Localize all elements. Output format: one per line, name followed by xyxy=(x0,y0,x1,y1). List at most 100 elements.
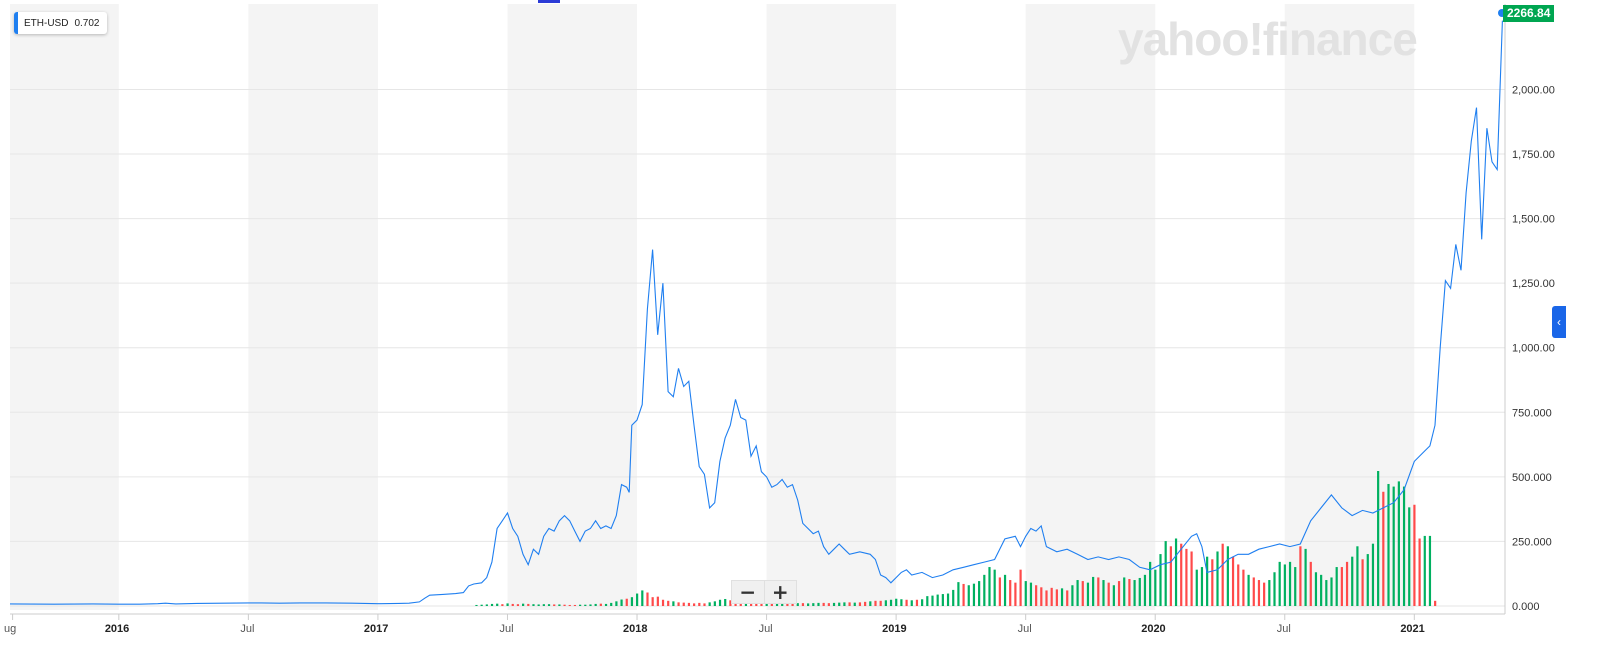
legend-symbol: ETH-USD xyxy=(24,17,69,29)
volume-bar xyxy=(1055,589,1058,606)
volume-bar xyxy=(516,604,520,606)
volume-bar xyxy=(1273,572,1276,606)
y-tick-label: 1,000.00 xyxy=(1512,343,1555,355)
volume-bar xyxy=(760,602,763,606)
volume-bar xyxy=(1086,582,1090,606)
x-tick-label: 2021 xyxy=(1400,623,1424,635)
volume-bar xyxy=(858,602,862,606)
volume-bar xyxy=(1304,548,1307,606)
period-band xyxy=(1025,4,1156,610)
zoom-out-button[interactable]: − xyxy=(732,580,765,604)
volume-bar xyxy=(620,599,623,606)
volume-bar xyxy=(1268,580,1271,606)
legend-color-swatch xyxy=(14,12,18,34)
volume-bar xyxy=(1221,543,1224,606)
volume-bar xyxy=(1314,572,1318,606)
volume-bar xyxy=(1428,535,1432,606)
volume-bar xyxy=(1231,556,1235,606)
volume-bar xyxy=(625,598,628,606)
volume-bar xyxy=(687,602,691,606)
volume-bar xyxy=(822,602,825,606)
volume-bars xyxy=(475,471,1437,606)
volume-bar xyxy=(651,597,654,606)
volume-bar xyxy=(527,603,530,606)
volume-bar xyxy=(1325,580,1328,606)
volume-bar xyxy=(827,603,830,606)
volume-bar xyxy=(1040,587,1043,606)
volume-bar xyxy=(1071,585,1074,606)
y-axis: 0.000 250.000 500.000 750.000 1,000.00 1,250.… xyxy=(1504,4,1555,614)
volume-bar xyxy=(729,600,732,606)
volume-bar xyxy=(801,603,805,606)
price-line xyxy=(9,20,1503,605)
chevron-left-icon: ‹ xyxy=(1557,315,1561,329)
volume-bar xyxy=(807,603,810,606)
volume-bar xyxy=(755,602,758,606)
volume-bar xyxy=(905,599,908,606)
volume-bar xyxy=(1003,574,1007,606)
volume-bar xyxy=(698,602,701,606)
volume-bar xyxy=(993,569,996,606)
volume-bar xyxy=(641,590,644,606)
volume-bar xyxy=(1387,483,1390,606)
volume-bar xyxy=(1377,471,1380,606)
volume-bar xyxy=(713,601,716,606)
volume-bar xyxy=(1434,600,1437,606)
volume-bar xyxy=(791,602,794,606)
zoom-in-button[interactable]: + xyxy=(771,580,789,604)
volume-bar xyxy=(1180,543,1183,606)
volume-bar xyxy=(558,604,561,606)
volume-bar xyxy=(1371,543,1375,606)
volume-bar xyxy=(781,602,784,606)
volume-bar xyxy=(843,602,846,606)
volume-bar xyxy=(579,604,582,606)
volume-bar xyxy=(884,600,887,606)
volume-bar xyxy=(1283,564,1286,606)
volume-bar xyxy=(1128,579,1131,606)
side-panel-toggle[interactable]: ‹ xyxy=(1552,306,1566,338)
y-tick-label: 0.000 xyxy=(1512,601,1540,613)
volume-bar xyxy=(926,596,929,606)
volume-bar xyxy=(630,597,634,606)
horizontal-gridlines xyxy=(10,88,1505,607)
volume-bar xyxy=(983,574,986,606)
volume-bar xyxy=(1123,577,1126,606)
volume-bar xyxy=(532,604,535,606)
volume-bar xyxy=(1138,577,1141,606)
last-price-dot xyxy=(1498,9,1506,17)
volume-bar xyxy=(490,603,494,606)
volume-bar xyxy=(1066,590,1069,606)
volume-bar xyxy=(1107,582,1110,606)
volume-bar xyxy=(998,577,1001,606)
volume-bar xyxy=(553,604,556,606)
volume-bar xyxy=(817,602,820,606)
volume-bar xyxy=(1330,577,1333,606)
volume-bar xyxy=(667,600,670,606)
period-band xyxy=(1284,4,1415,610)
volume-bar xyxy=(563,604,566,606)
x-tick-label: ug xyxy=(4,623,16,635)
volume-bar xyxy=(1226,546,1229,606)
volume-bar xyxy=(1263,582,1266,606)
volume-bar xyxy=(744,602,748,606)
volume-bar xyxy=(1154,569,1157,606)
volume-bar xyxy=(1402,486,1406,606)
volume-bar xyxy=(910,600,913,606)
volume-bar xyxy=(1247,574,1250,606)
volume-bar xyxy=(1361,559,1364,606)
volume-bar xyxy=(765,602,768,606)
volume-bar xyxy=(1392,486,1395,606)
volume-bar xyxy=(610,602,613,606)
volume-bar xyxy=(1397,481,1400,606)
volume-bar xyxy=(599,603,602,606)
series-legend[interactable]: ETH-USD 0.702 xyxy=(14,12,108,34)
volume-bar xyxy=(1081,581,1084,606)
volume-bar xyxy=(889,599,893,606)
x-tick-label: 2018 xyxy=(623,623,647,635)
y-tick-label: 2,000.00 xyxy=(1512,84,1555,96)
volume-bar xyxy=(1060,588,1064,606)
y-tick-label: 500.000 xyxy=(1512,472,1552,484)
volume-bar xyxy=(656,596,659,606)
volume-bar xyxy=(967,585,970,606)
